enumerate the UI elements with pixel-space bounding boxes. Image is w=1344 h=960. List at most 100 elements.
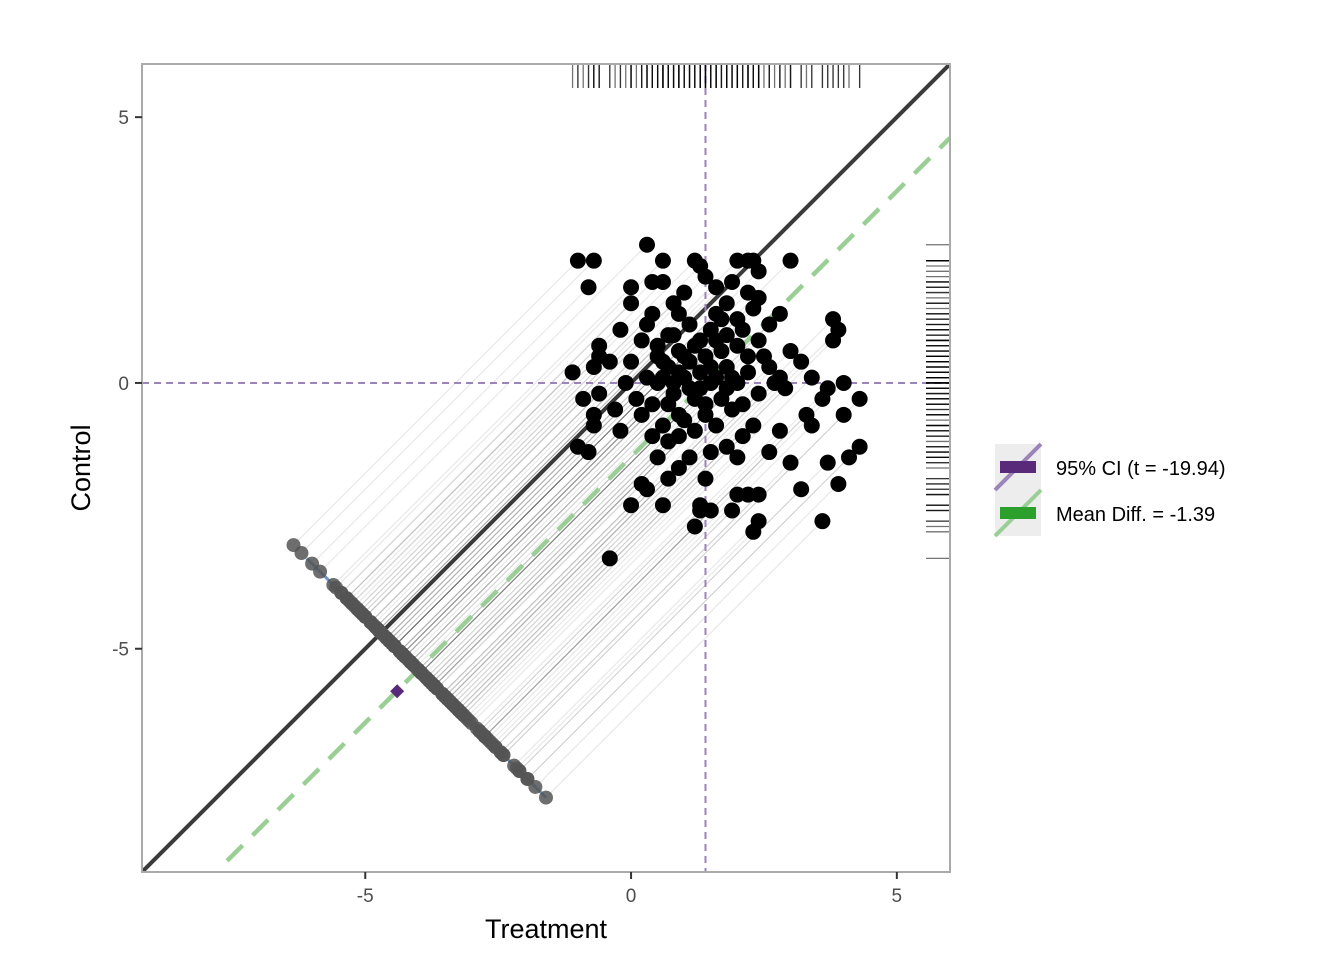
data-point-151 bbox=[654, 369, 671, 386]
projection-line-110 bbox=[402, 403, 653, 655]
projection-line-27 bbox=[340, 281, 653, 594]
projection-line-118 bbox=[415, 345, 738, 668]
projection-line-114 bbox=[420, 398, 696, 674]
data-point-20 bbox=[585, 417, 602, 434]
projection-line-63 bbox=[503, 398, 861, 756]
projection-line-105 bbox=[410, 371, 701, 663]
data-point-133 bbox=[654, 353, 671, 370]
data-point-123 bbox=[713, 343, 730, 360]
data-point-70 bbox=[830, 475, 847, 492]
data-point-141 bbox=[740, 348, 756, 365]
projection-line-83 bbox=[476, 504, 701, 729]
projection-line-35 bbox=[364, 276, 706, 618]
projection-line-2 bbox=[394, 451, 589, 647]
projection-line-150 bbox=[402, 382, 675, 655]
projection-line-86 bbox=[465, 478, 706, 719]
data-point-156 bbox=[718, 327, 735, 344]
projection-line-68 bbox=[484, 451, 770, 737]
data-point-130 bbox=[639, 369, 655, 386]
data-point-99 bbox=[729, 449, 746, 466]
data-point-18 bbox=[644, 305, 661, 322]
projection-line-93 bbox=[431, 456, 659, 684]
data-point-127 bbox=[670, 305, 687, 322]
data-point-85 bbox=[692, 502, 709, 519]
projection-line-25 bbox=[319, 244, 648, 573]
projection-line-94 bbox=[428, 440, 669, 682]
data-point-21 bbox=[612, 321, 629, 338]
projected-point-157 bbox=[403, 655, 418, 670]
data-point-73 bbox=[814, 513, 831, 530]
projection-line-70 bbox=[534, 483, 839, 788]
data-point-143 bbox=[761, 359, 778, 375]
data-point-66 bbox=[803, 417, 820, 434]
projection-line-72 bbox=[526, 446, 861, 780]
projection-line-97 bbox=[455, 451, 712, 708]
data-point-97 bbox=[702, 444, 719, 461]
projection-line-29 bbox=[340, 302, 632, 594]
data-point-158 bbox=[713, 311, 730, 328]
data-point-69 bbox=[819, 454, 836, 471]
projection-line-90 bbox=[441, 488, 648, 695]
projection-line-28 bbox=[332, 286, 632, 586]
projection-line-30 bbox=[346, 281, 664, 599]
data-point-132 bbox=[644, 428, 661, 445]
projection-line-22 bbox=[293, 260, 579, 546]
projection-line-142 bbox=[423, 339, 760, 676]
data-point-64 bbox=[835, 406, 852, 423]
data-point-155 bbox=[708, 369, 725, 386]
projected-point-23 bbox=[294, 546, 309, 561]
data-point-23 bbox=[585, 252, 602, 269]
data-point-71 bbox=[841, 449, 857, 466]
projected-point-158 bbox=[387, 639, 402, 654]
projection-line-79 bbox=[513, 520, 760, 767]
data-point-96 bbox=[681, 449, 698, 466]
projection-line-56 bbox=[468, 377, 813, 721]
projection-line-140 bbox=[433, 382, 738, 687]
data-point-131 bbox=[633, 406, 650, 423]
projection-line-138 bbox=[444, 425, 717, 698]
x-tick-label-2: 5 bbox=[892, 886, 903, 907]
data-point-51 bbox=[782, 343, 799, 360]
projection-line-10 bbox=[359, 361, 611, 612]
data-point-140 bbox=[729, 374, 746, 391]
projection-line-61 bbox=[457, 329, 839, 711]
data-point-78 bbox=[729, 486, 746, 503]
data-point-101 bbox=[745, 417, 762, 434]
data-point-144 bbox=[771, 369, 788, 386]
projection-line-116 bbox=[402, 339, 717, 655]
projection-line-85 bbox=[479, 510, 701, 732]
data-point-14 bbox=[623, 353, 640, 370]
data-point-157 bbox=[734, 321, 751, 338]
data-point-80 bbox=[745, 523, 762, 540]
projection-line-151 bbox=[394, 377, 664, 647]
data-point-136 bbox=[686, 422, 703, 439]
data-point-138 bbox=[708, 417, 725, 434]
data-point-15 bbox=[628, 390, 645, 407]
projection-line-59 bbox=[460, 339, 834, 713]
projection-line-20 bbox=[383, 425, 595, 636]
data-point-67 bbox=[771, 422, 788, 439]
data-point-100 bbox=[734, 428, 751, 445]
projection-line-71 bbox=[526, 456, 850, 780]
data-point-145 bbox=[676, 348, 693, 365]
projection-line-8 bbox=[351, 355, 600, 604]
projection-line-82 bbox=[484, 510, 712, 737]
data-point-0 bbox=[601, 550, 618, 567]
data-point-91 bbox=[633, 475, 650, 492]
axes: -5 0 5 -5 0 5 bbox=[112, 108, 902, 907]
projected-point-159 bbox=[424, 676, 439, 691]
data-point-87 bbox=[670, 460, 687, 476]
data-point-4 bbox=[575, 390, 592, 407]
projection-line-73 bbox=[545, 520, 823, 799]
legend-key-mean-swatch bbox=[1000, 507, 1036, 519]
y-tick-label-0: -5 bbox=[112, 640, 129, 661]
plot-panel bbox=[142, 64, 950, 872]
projection-line-100 bbox=[463, 435, 744, 716]
data-point-118 bbox=[729, 337, 746, 354]
data-point-10 bbox=[601, 353, 618, 370]
projection-line-87 bbox=[447, 467, 680, 700]
legend: 95% CI (t = -19.94) Mean Diff. = -1.39 bbox=[993, 442, 1226, 538]
data-point-84 bbox=[686, 518, 703, 535]
data-point-93 bbox=[649, 449, 666, 466]
projected-point-81 bbox=[488, 740, 503, 755]
